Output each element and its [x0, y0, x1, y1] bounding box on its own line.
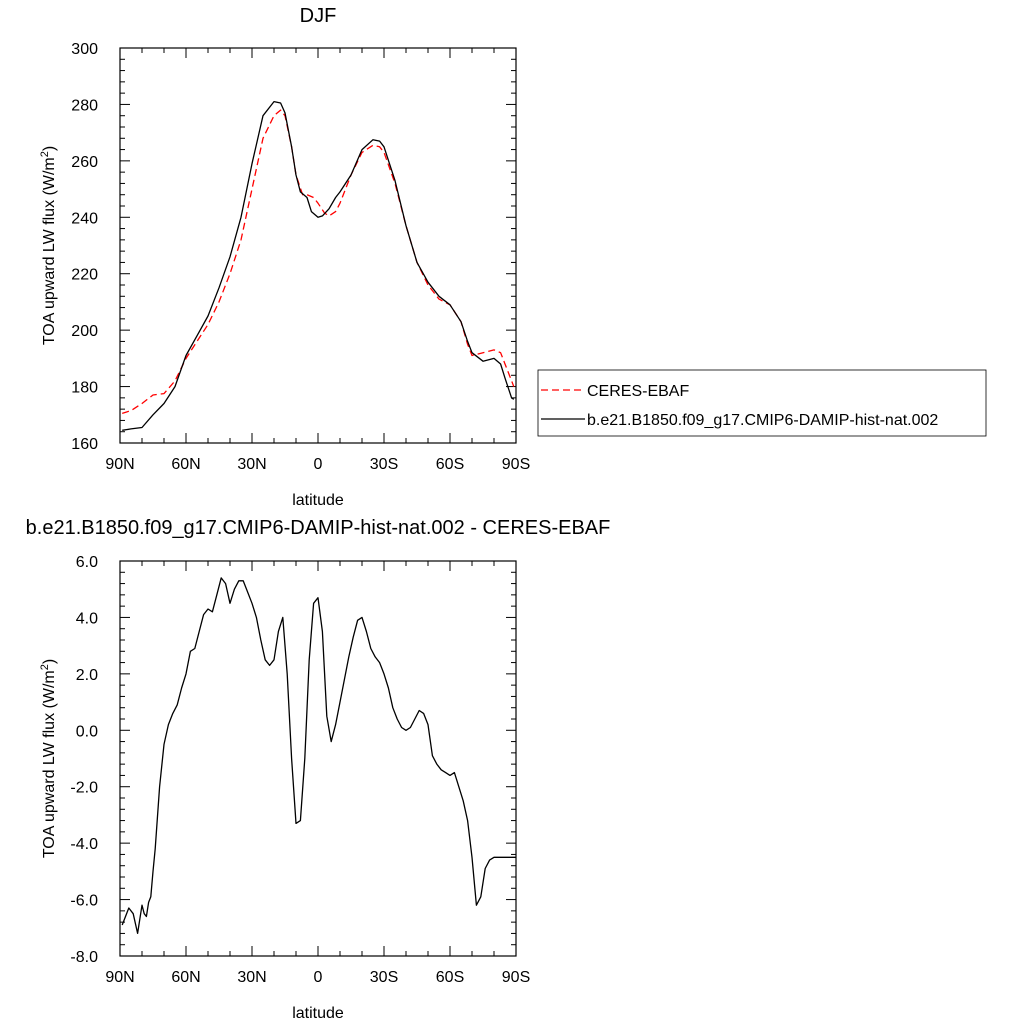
- y-tick-label: -8.0: [70, 949, 98, 966]
- y-tick-label: 220: [71, 267, 98, 284]
- y-tick-label: 0.0: [76, 723, 98, 740]
- x-tick-label: 60S: [436, 456, 464, 473]
- x-tick-label: 90S: [502, 969, 530, 986]
- x-tick-label: 90N: [105, 969, 134, 986]
- x-tick-label: 30S: [370, 969, 398, 986]
- x-tick-label: 90N: [105, 456, 134, 473]
- chart-title: DJF: [300, 5, 337, 27]
- x-tick-label: 90S: [502, 456, 530, 473]
- y-tick-label: 180: [71, 380, 98, 397]
- y-tick-label: 2.0: [76, 667, 98, 684]
- y-tick-label: 4.0: [76, 610, 98, 627]
- y-tick-label: 300: [71, 41, 98, 58]
- x-tick-label: 30S: [370, 456, 398, 473]
- legend: CERES-EBAF b.e21.B1850.f09_g17.CMIP6-DAMI…: [537, 369, 987, 437]
- plot-frame: [119, 47, 517, 444]
- x-tick-label: 60N: [171, 456, 200, 473]
- plot-frame: [119, 560, 517, 957]
- x-tick-label: 30N: [237, 969, 266, 986]
- y-tick-label: 160: [71, 436, 98, 453]
- x-tick-label: 30N: [237, 456, 266, 473]
- series-line-0: [121, 577, 516, 935]
- series-line-1: [122, 100, 515, 431]
- panel-bottom: b.e21.B1850.f09_g17.CMIP6-DAMIP-hist-nat…: [26, 517, 611, 1022]
- x-axis-title: latitude: [292, 1005, 344, 1022]
- y-axis-title: TOA upward LW flux (W/m2): [39, 146, 58, 345]
- y-tick-label: -6.0: [70, 893, 98, 910]
- legend-label: b.e21.B1850.f09_g17.CMIP6-DAMIP-hist-nat…: [587, 412, 938, 429]
- legend-box: [537, 369, 987, 437]
- panel-top: DJF 90N 60N 30N 0 30S 60S 90S 160 180 200 220 240 260…: [39, 5, 530, 509]
- y-axis-title: TOA upward LW flux (W/m2): [39, 659, 58, 858]
- y-tick-label: 200: [71, 323, 98, 340]
- y-tick-label: 240: [71, 210, 98, 227]
- legend-label: CERES-EBAF: [587, 383, 689, 400]
- x-tick-label: 0: [314, 969, 323, 986]
- y-tick-label: 6.0: [76, 554, 98, 571]
- y-tick-label: -2.0: [70, 780, 98, 797]
- x-tick-label: 60N: [171, 969, 200, 986]
- y-tick-label: 260: [71, 154, 98, 171]
- chart-title: b.e21.B1850.f09_g17.CMIP6-DAMIP-hist-nat…: [26, 517, 611, 539]
- x-axis-title: latitude: [292, 492, 344, 509]
- x-tick-label: 60S: [436, 969, 464, 986]
- x-tick-label: 0: [314, 456, 323, 473]
- y-tick-label: -4.0: [70, 836, 98, 853]
- y-tick-label: 280: [71, 97, 98, 114]
